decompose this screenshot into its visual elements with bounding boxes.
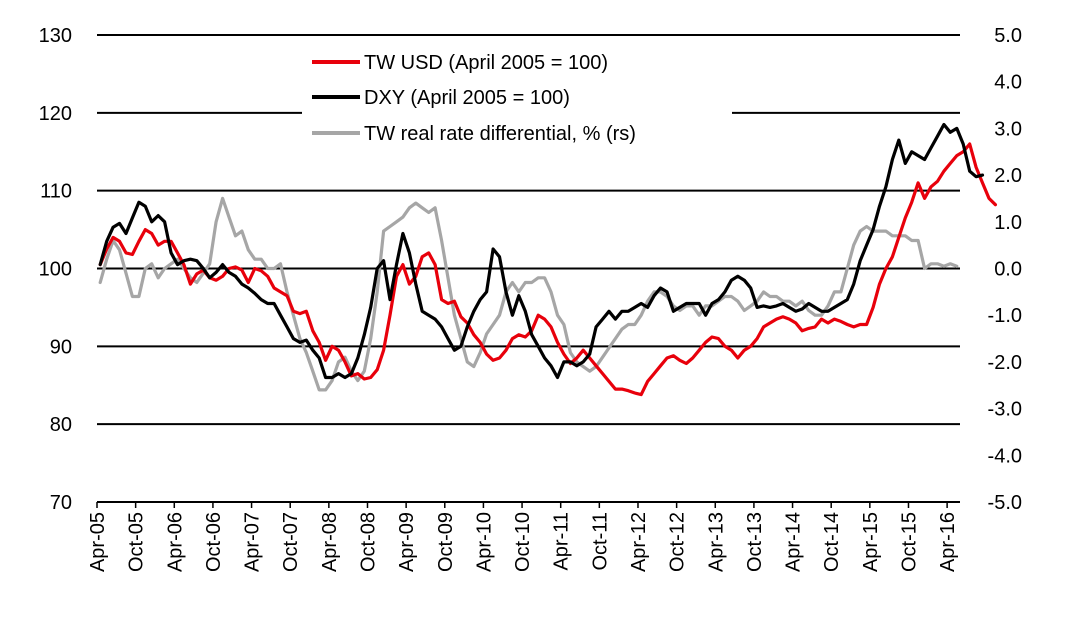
y-right-tick-label: 5.0 bbox=[994, 25, 1022, 47]
y-left-tick-label: 80 bbox=[50, 414, 72, 436]
series-line-2 bbox=[98, 196, 959, 392]
y-right-tick-label: 2.0 bbox=[994, 165, 1022, 187]
y-right-tick-label: 0.0 bbox=[994, 259, 1022, 281]
y-left-tick-label: 110 bbox=[40, 181, 72, 203]
x-tick-label: Apr-13 bbox=[705, 512, 727, 572]
x-tick-label: Apr-12 bbox=[628, 512, 650, 572]
x-tick-label: Oct-06 bbox=[203, 512, 225, 572]
series-line-1 bbox=[98, 122, 985, 380]
series-line-0 bbox=[98, 142, 998, 397]
y-right-tick-label: -4.0 bbox=[988, 445, 1022, 467]
x-tick-label: Oct-13 bbox=[744, 512, 766, 572]
y-left-tick-label: 100 bbox=[39, 259, 72, 281]
x-tick-label: Oct-09 bbox=[435, 512, 457, 572]
y-left-tick-label: 70 bbox=[50, 492, 72, 514]
x-tick-label: Apr-06 bbox=[164, 512, 186, 572]
legend-background bbox=[302, 116, 732, 150]
y-left-tick-label: 120 bbox=[39, 103, 72, 125]
x-tick-label: Oct-05 bbox=[126, 512, 148, 572]
legend: TW USD (April 2005 = 100) DXY (April 2005… bbox=[302, 45, 732, 150]
legend-label-2: TW real rate differential, % (rs) bbox=[364, 123, 636, 145]
x-tick-label: Oct-07 bbox=[280, 512, 302, 572]
y-right-tick-label: 1.0 bbox=[994, 212, 1022, 234]
x-tick-label: Oct-08 bbox=[357, 512, 379, 572]
series-lines bbox=[98, 122, 998, 397]
x-tick-label: Apr-14 bbox=[783, 512, 805, 572]
x-tick-label: Apr-16 bbox=[937, 512, 959, 572]
y-left-tick-label: 90 bbox=[50, 336, 72, 358]
x-tick-label: Oct-12 bbox=[667, 512, 689, 572]
y-left-tick-label: 130 bbox=[39, 25, 72, 47]
x-tick-label: Apr-08 bbox=[319, 512, 341, 572]
x-tick-label: Oct-10 bbox=[512, 512, 534, 572]
y-right-tick-label: 4.0 bbox=[994, 72, 1022, 94]
legend-label-0: TW USD (April 2005 = 100) bbox=[364, 52, 608, 74]
y-right-tick-label: -1.0 bbox=[988, 305, 1022, 327]
y-right-tick-label: 3.0 bbox=[994, 118, 1022, 140]
x-tick-label: Apr-10 bbox=[473, 512, 495, 572]
x-tick-label: Apr-09 bbox=[396, 512, 418, 572]
x-tick-label: Oct-14 bbox=[821, 512, 843, 572]
legend-background bbox=[302, 45, 732, 79]
legend-background bbox=[302, 80, 732, 114]
x-tick-label: Apr-05 bbox=[87, 512, 109, 572]
y-right-tick-label: -2.0 bbox=[988, 352, 1022, 374]
x-tick-label: Oct-11 bbox=[589, 512, 611, 571]
axes: 70 80 90 100 110 120 130 -5.0 -4.0 -3.0 -2.0 -1.0 0.… bbox=[39, 25, 1022, 572]
x-tick-label: Apr-15 bbox=[860, 512, 882, 572]
y-right-tick-label: -5.0 bbox=[988, 492, 1022, 514]
x-tick-label: Oct-15 bbox=[898, 512, 920, 572]
y-right-tick-label: -3.0 bbox=[988, 399, 1022, 421]
x-tick-label: Apr-11 bbox=[551, 512, 573, 571]
x-tick-label: Apr-07 bbox=[242, 512, 264, 572]
legend-label-1: DXY (April 2005 = 100) bbox=[364, 87, 570, 109]
